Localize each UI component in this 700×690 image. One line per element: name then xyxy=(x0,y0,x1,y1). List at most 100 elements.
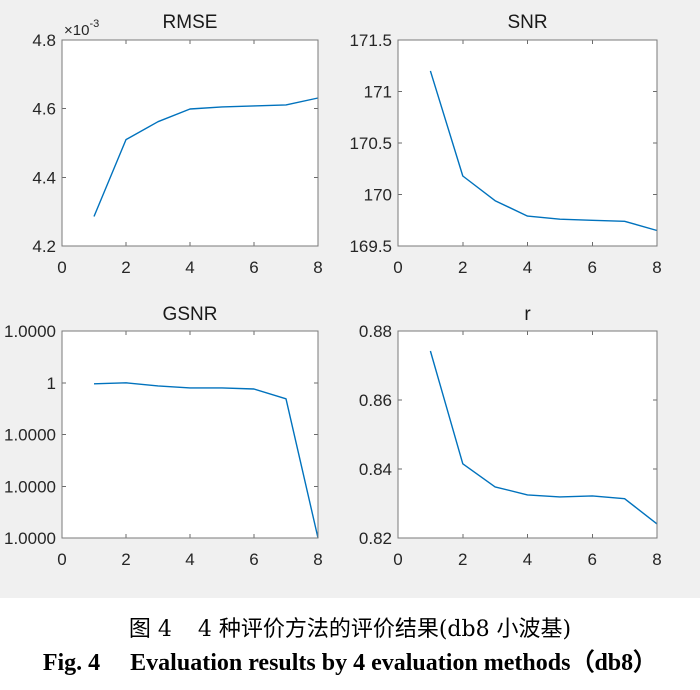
data-point xyxy=(590,218,594,222)
data-point xyxy=(623,497,627,501)
plot-area xyxy=(62,331,318,538)
figure-caption-text-cn: 4 种评价方法的评价结果(db8 小波基) xyxy=(197,617,572,642)
x-tick-label: 4 xyxy=(185,550,194,569)
y-exponent-power: -3 xyxy=(89,18,99,30)
figure-caption-chinese: 图 4 4 种评价方法的评价结果(db8 小波基) xyxy=(0,617,700,643)
y-tick-label: 4.8 xyxy=(32,31,56,50)
data-point xyxy=(284,397,288,401)
series-line xyxy=(93,97,319,217)
axes: 0 2 4 6 8 1.0000 1.0000 1.0000 1 1.0000 xyxy=(4,322,323,569)
subplot-r: r 0 2 4 6 8 0.82 0.84 0.86 0.88 xyxy=(359,304,662,569)
y-tick-label: 0.88 xyxy=(359,322,392,341)
data-point xyxy=(526,214,530,218)
x-tick-label: 4 xyxy=(523,258,532,277)
y-tick-label: 1 xyxy=(47,374,56,393)
y-tick-label: 1.0000 xyxy=(4,426,56,445)
subplot-gsnr: GSNR 0 2 4 6 8 1.0000 1.0000 1.0000 1 1.0000 xyxy=(4,304,323,569)
subplot-title: SNR xyxy=(507,12,547,33)
data-point xyxy=(284,103,288,107)
x-tick-label: 8 xyxy=(313,550,322,569)
data-point xyxy=(252,387,256,391)
x-tick-label: 2 xyxy=(458,258,467,277)
x-tick-label: 8 xyxy=(652,550,661,569)
y-exponent-label: ×10-3 xyxy=(64,18,99,39)
subplot-title: r xyxy=(524,304,531,325)
x-tick-label: 6 xyxy=(249,550,258,569)
x-tick-label: 4 xyxy=(185,258,194,277)
figure-caption-english: Fig. 4 Evaluation results by 4 evaluatio… xyxy=(0,650,700,677)
x-tick-label: 6 xyxy=(249,258,258,277)
data-point xyxy=(220,105,224,109)
x-tick-label: 2 xyxy=(121,550,130,569)
data-point xyxy=(188,386,192,390)
data-point xyxy=(493,485,497,489)
data-point xyxy=(461,174,465,178)
data-point xyxy=(252,104,256,108)
data-point xyxy=(558,495,562,499)
y-tick-label: 0.82 xyxy=(359,529,392,548)
axes-box xyxy=(61,330,319,539)
data-point xyxy=(590,494,594,498)
y-tick-label: 169.5 xyxy=(349,237,392,256)
data-point xyxy=(428,69,432,73)
series-line xyxy=(93,382,319,539)
axes-box xyxy=(397,330,658,539)
data-point xyxy=(493,199,497,203)
x-tick-label: 8 xyxy=(652,258,661,277)
x-tick-label: 0 xyxy=(57,258,66,277)
x-tick-label: 0 xyxy=(393,258,402,277)
data-point xyxy=(623,219,627,223)
x-tick-label: 8 xyxy=(313,258,322,277)
data-point xyxy=(124,381,128,385)
data-point xyxy=(188,107,192,111)
axes: 0 2 4 6 8 169.5 170 170.5 171 171.5 xyxy=(349,31,661,277)
figure-canvas: RMSE ×10-3 0 2 4 6 84.24.44.64.8 SNR 0 2 4 6 816… xyxy=(4,12,662,569)
axes-box xyxy=(61,39,319,247)
data-point xyxy=(461,462,465,466)
y-tick-label: 4.4 xyxy=(32,168,56,187)
axes-box xyxy=(397,39,658,247)
data-point xyxy=(92,382,96,386)
series-line xyxy=(429,350,658,525)
y-tick-label: 4.2 xyxy=(32,237,56,256)
data-point xyxy=(124,138,128,142)
series-line xyxy=(429,70,658,232)
data-point xyxy=(156,120,160,124)
data-point xyxy=(526,493,530,497)
x-tick-label: 4 xyxy=(523,550,532,569)
x-tick-label: 2 xyxy=(458,550,467,569)
axes: 0 2 4 6 8 0.82 0.84 0.86 0.88 xyxy=(359,322,662,569)
figure-caption-text-en: Evaluation results by 4 evaluation metho… xyxy=(130,650,658,676)
figure-panel: RMSE ×10-3 0 2 4 6 8 4.2 4.4 4.6 4.8 SNR 0 2 4 6 8 16… xyxy=(0,0,700,598)
x-tick-label: 0 xyxy=(57,550,66,569)
data-point xyxy=(428,349,432,353)
y-tick-label: 1.0000 xyxy=(4,322,56,341)
plot-area xyxy=(398,40,657,246)
y-tick-label: 4.6 xyxy=(32,100,56,119)
data-point xyxy=(156,384,160,388)
x-tick-label: 2 xyxy=(121,258,130,277)
subplot-snr: SNR 0 2 4 6 8 169.5 170 170.5 171 171.5 xyxy=(349,12,661,277)
y-tick-label: 171 xyxy=(364,83,392,102)
y-tick-label: 1.0000 xyxy=(4,477,56,496)
x-tick-label: 0 xyxy=(393,550,402,569)
plot-area xyxy=(398,331,657,538)
data-point xyxy=(220,386,224,390)
data-point xyxy=(558,217,562,221)
plot-area xyxy=(62,40,318,246)
subplot-rmse: RMSE ×10-3 0 2 4 6 8 4.2 4.4 4.6 4.8 xyxy=(32,12,322,277)
data-point xyxy=(92,214,96,218)
y-tick-label: 1.0000 xyxy=(4,529,56,548)
y-tick-label: 170 xyxy=(364,186,392,205)
figure-number-en: Fig. 4 xyxy=(42,650,101,676)
y-tick-label: 0.84 xyxy=(359,460,392,479)
y-tick-label: 170.5 xyxy=(349,134,392,153)
x-tick-label: 6 xyxy=(588,550,597,569)
subplot-title: RMSE xyxy=(163,12,218,33)
x-tick-label: 6 xyxy=(588,258,597,277)
subplot-title: GSNR xyxy=(163,304,218,325)
axes: 0 2 4 6 8 4.2 4.4 4.6 4.8 xyxy=(32,31,322,277)
y-exponent-base: ×10 xyxy=(64,22,89,39)
y-tick-label: 0.86 xyxy=(359,391,392,410)
